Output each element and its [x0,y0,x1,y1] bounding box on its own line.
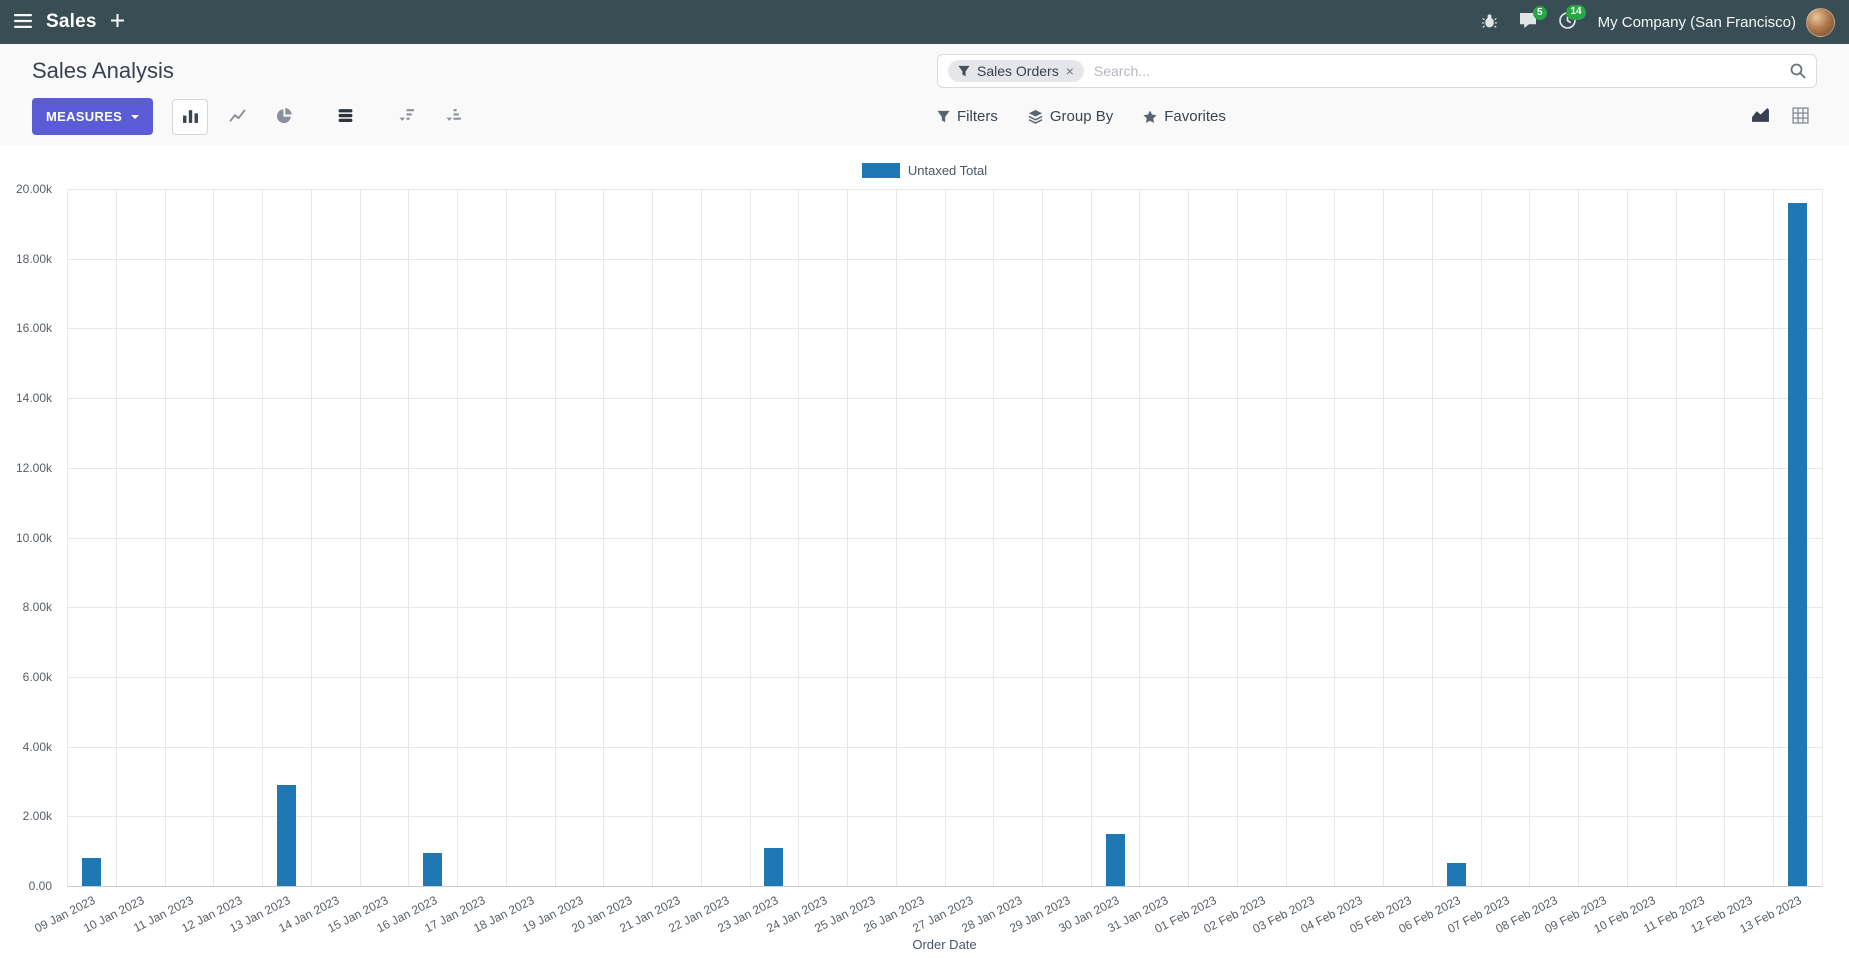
y-axis-label: 0.00 [28,879,52,893]
search-facet[interactable]: Sales Orders × [948,60,1084,82]
funnel-icon [958,65,970,77]
favorites-button[interactable]: Favorites [1143,108,1226,125]
chart-bar[interactable] [81,858,101,886]
y-axis-labels: 0.00 2.00k 4.00k 6.00k 8.00k 10.00k 12.00k 14.0… [0,182,60,893]
search-input[interactable] [1091,62,1782,80]
messages-badge: 5 [1533,5,1547,20]
legend-label: Untaxed Total [907,163,988,178]
search-bar[interactable]: Sales Orders × [937,54,1817,88]
caret-down-icon [131,114,140,119]
apps-menu-button[interactable] [14,13,32,31]
control-panel: Sales Analysis Sales Orders × MEASURES [0,44,1849,145]
activities-button[interactable]: 14 [1558,5,1586,32]
navbar-right: 5 14 My Company (San Francisco) [1481,5,1835,37]
bar-chart-button[interactable] [172,98,209,135]
search-facet-label: Sales Orders [977,63,1059,79]
sort-descending-button[interactable] [388,99,424,135]
debug-button[interactable] [1481,13,1497,32]
h-gridline [67,398,1822,400]
h-gridline [67,537,1822,539]
hamburger-icon [14,13,32,31]
star-icon [1143,109,1157,124]
h-gridline [67,258,1822,260]
h-gridline [67,467,1822,469]
toolbar-left: MEASURES [32,98,937,135]
y-axis-label: 16.00k [15,321,52,336]
pie-chart-icon [276,107,293,127]
y-axis-label: 8.00k [22,600,52,615]
h-gridline [67,886,1822,887]
chart-bar[interactable] [1105,833,1125,886]
avatar [1806,7,1835,37]
chart-bar[interactable] [276,784,296,886]
chart-legend[interactable]: Untaxed Total [0,163,1849,178]
favorites-label: Favorites [1164,108,1226,125]
chart-bar[interactable] [423,852,443,886]
chart-area: Untaxed Total 0.00 2.00k 4.00k 6.00k 8.00k 10… [0,145,1849,958]
pivot-grid-icon [1791,106,1809,127]
search-icon[interactable] [1790,63,1806,79]
h-gridline [67,746,1822,748]
chart-bar[interactable] [764,848,784,886]
group-by-label: Group By [1049,108,1114,125]
pie-chart-button[interactable] [266,99,302,135]
filters-label: Filters [957,108,998,125]
sort-desc-icon [398,107,415,127]
sort-asc-icon [445,107,462,127]
filters-funnel-icon [937,110,950,123]
y-axis-label: 12.00k [15,460,52,475]
filter-group: Filters Group By Favorites [937,108,1226,125]
sort-ascending-button[interactable] [435,99,471,135]
chart-bar[interactable] [1446,863,1466,886]
layers-icon [1028,109,1043,124]
bar-chart-icon [182,107,199,127]
group-by-button[interactable]: Group By [1028,108,1113,125]
view-switcher [1743,102,1817,132]
chat-icon [1519,12,1537,32]
new-window-button[interactable] [110,14,124,30]
pivot-view-button[interactable] [1783,102,1817,132]
facet-remove-icon[interactable]: × [1065,63,1074,79]
activities-badge: 14 [1566,5,1586,20]
top-navbar: Sales 5 14 My Company (San Francisco) [0,0,1849,44]
control-panel-row-top: Sales Analysis Sales Orders × [32,54,1817,88]
plot-area [67,189,1823,887]
y-axis-label: 20.00k [15,182,52,196]
navbar-left: Sales [14,11,124,33]
stacked-icon [337,107,354,127]
bug-icon [1481,13,1497,32]
messages-button[interactable]: 5 [1519,5,1547,32]
y-axis-label: 2.00k [22,809,52,824]
x-axis-title: Order Date [912,937,977,952]
line-chart-button[interactable] [219,99,255,135]
area-chart-icon [1751,107,1770,127]
y-axis-label: 4.00k [22,739,52,754]
y-axis-label: 6.00k [22,669,52,684]
measures-button[interactable]: MEASURES [32,98,154,135]
h-gridline [67,676,1822,678]
plus-icon [110,14,124,30]
stacked-toggle-button[interactable] [327,99,363,135]
control-panel-row-bottom: MEASURES [32,98,1817,135]
h-gridline [67,607,1822,609]
user-menu[interactable]: My Company (San Francisco) [1597,7,1835,37]
y-axis-label: 14.00k [15,391,52,406]
legend-swatch [861,163,900,178]
graph-view-button[interactable] [1743,102,1777,132]
toolbar-right: Filters Group By Favorites [937,102,1817,132]
measures-label: MEASURES [46,109,123,124]
h-gridline [67,189,1822,190]
y-axis-label: 10.00k [15,530,52,545]
h-gridline [67,816,1822,818]
line-chart-icon [228,107,246,127]
app-name[interactable]: Sales [46,11,97,32]
page-title: Sales Analysis [32,58,174,83]
chart-bar[interactable] [1788,202,1808,886]
v-gridline [1822,189,1823,886]
filters-button[interactable]: Filters [937,108,998,125]
company-name: My Company (San Francisco) [1597,13,1796,31]
h-gridline [67,328,1822,330]
y-axis-label: 18.00k [15,251,52,266]
